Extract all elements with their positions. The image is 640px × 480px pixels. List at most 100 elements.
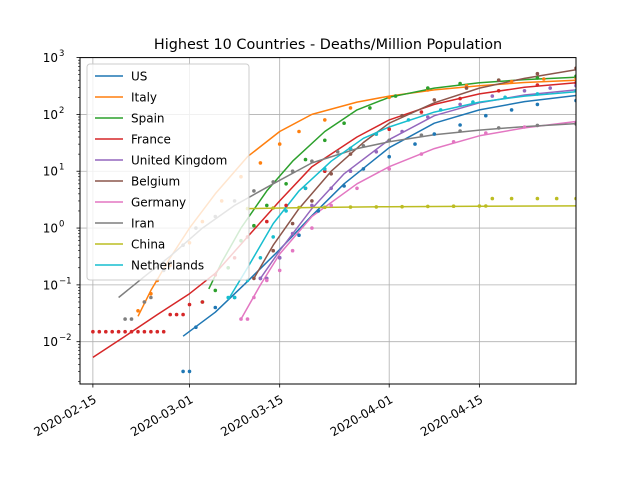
data-point [290,231,295,236]
data-point [265,278,269,283]
data-point [174,312,179,317]
data-point [554,196,559,201]
data-point [509,79,514,84]
data-point [310,159,314,163]
data-point [348,205,353,209]
data-point [252,223,256,228]
data-point [226,295,230,300]
data-point [129,329,134,334]
data-point [535,92,540,96]
data-point [258,255,263,260]
data-point [458,129,462,133]
data-point [168,312,172,317]
data-point [348,152,353,156]
data-point [484,113,488,118]
data-point [116,329,121,334]
data-point [303,157,308,162]
data-point [142,329,147,334]
data-point [419,110,424,114]
data-point [187,302,192,307]
data-point [252,189,256,193]
data-point [464,86,469,90]
data-point [323,138,327,143]
data-point [458,123,462,127]
data-point [297,233,301,237]
data-point [387,167,392,171]
data-point [277,255,282,260]
series-line [240,120,576,320]
data-point [535,102,540,107]
legend-box [86,63,250,281]
data-point [387,154,392,159]
data-point [458,102,462,107]
data-point [509,196,514,201]
legend-label: Belgium [131,175,180,189]
data-point [290,248,295,253]
legend-label: United Kingdom [131,154,227,168]
legend-label: Germany [131,196,186,210]
data-point [426,86,430,90]
data-point [451,204,456,208]
data-point [213,288,218,293]
data-point [323,205,327,210]
data-point [361,167,366,171]
data-point [348,106,353,110]
data-point [104,329,108,334]
data-point [245,317,250,321]
data-point [284,209,288,213]
data-point [496,89,501,93]
data-point [432,98,437,102]
y-tick-label: 10 [43,222,58,236]
data-point [348,146,353,151]
data-point [284,203,288,208]
data-point [110,329,114,334]
data-point [471,100,475,104]
data-point [361,144,366,148]
data-point [535,71,540,76]
data-point [393,94,398,98]
data-point [490,94,495,98]
data-point [509,108,514,112]
data-point [91,329,95,334]
data-point [155,329,160,334]
data-point [149,295,153,300]
data-point [310,226,314,230]
y-tick-exponent: −1 [59,276,72,286]
data-point [496,126,501,130]
data-point [458,96,462,101]
data-point [258,161,263,165]
legend: US Italy Spain France United Kingdom Belgium G… [86,63,250,281]
data-point [323,167,327,171]
data-point [438,108,443,112]
y-tick-exponent: 2 [59,106,64,116]
data-point [522,125,527,129]
data-point [200,300,205,304]
data-point [252,295,256,300]
data-point [426,204,430,209]
y-tick-label: 10 [43,108,58,122]
data-point [484,131,488,135]
data-point [323,118,327,122]
data-point [374,132,379,136]
data-point [129,317,134,321]
axes-frame [79,57,577,385]
data-point [535,76,540,80]
data-point [535,83,540,87]
data-point [271,235,276,239]
data-point [265,203,269,208]
data-point [136,329,140,334]
data-point [316,209,321,213]
data-point [142,300,147,304]
data-point [97,329,102,334]
data-point [187,369,192,374]
data-point [400,113,404,118]
data-point [548,86,552,90]
data-point [490,196,495,201]
legend-label: Netherlands [131,259,204,273]
data-point [123,329,127,334]
data-point [310,203,314,208]
data-point [297,205,301,210]
data-point [400,129,404,134]
data-point [329,203,334,208]
